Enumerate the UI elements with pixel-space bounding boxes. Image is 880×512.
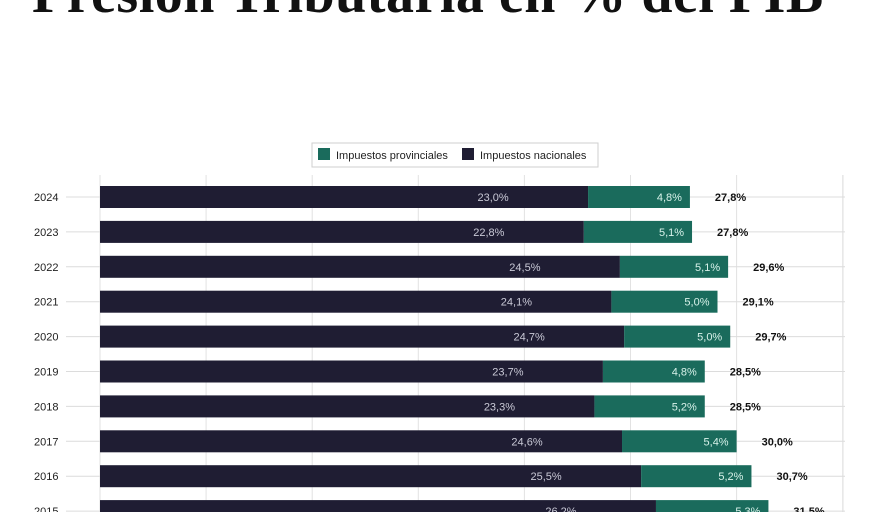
bar-impuestos-provinciales — [588, 186, 690, 208]
y-tick-label: 2022 — [34, 262, 58, 274]
data-label-provinciales: 5,4% — [704, 436, 729, 448]
bar-row: 2020 24,7% 5,0% 29,7% — [34, 325, 845, 348]
data-label-total: 27,8% — [715, 192, 746, 204]
data-label-provinciales: 5,3% — [735, 506, 760, 512]
y-tick-label: 2019 — [34, 367, 58, 379]
data-label-nacionales: 25,5% — [531, 471, 562, 483]
bar-impuestos-nacionales — [100, 255, 620, 278]
y-tick-label: 2015 — [34, 506, 58, 512]
y-tick-label: 2020 — [34, 332, 58, 344]
bar-impuestos-provinciales — [594, 395, 705, 418]
bar-impuestos-nacionales — [100, 325, 625, 348]
bar-impuestos-nacionales — [100, 290, 612, 313]
data-label-provinciales: 5,1% — [695, 262, 720, 274]
data-label-total: 30,7% — [776, 471, 807, 483]
page-title: Presión Tributaria en % del PIB — [32, 0, 872, 26]
bar-impuestos-provinciales — [655, 500, 769, 512]
bar-impuestos-provinciales — [624, 325, 731, 348]
bar-row: 2019 23,7% 4,8% 28,5% — [34, 360, 845, 383]
data-label-nacionales: 22,8% — [473, 227, 504, 239]
data-label-nacionales: 24,7% — [514, 332, 545, 344]
bar-impuestos-provinciales — [622, 430, 737, 453]
data-label-nacionales: 23,3% — [484, 401, 515, 413]
data-label-provinciales: 5,1% — [659, 227, 684, 239]
y-tick-label: 2021 — [34, 297, 58, 309]
data-label-provinciales: 4,8% — [672, 367, 697, 379]
data-label-provinciales: 4,8% — [657, 192, 682, 204]
bar-row: 2018 23,3% 5,2% 28,5% — [34, 395, 845, 418]
legend-swatch-provinciales — [318, 148, 330, 160]
bar-row: 2022 24,5% 5,1% 29,6% — [34, 255, 845, 278]
bar-impuestos-nacionales — [100, 500, 656, 512]
data-label-nacionales: 24,6% — [511, 436, 542, 448]
bar-row: 2016 25,5% 5,2% 30,7% — [34, 465, 845, 488]
data-label-total: 31,5% — [793, 506, 824, 512]
data-label-provinciales: 5,0% — [697, 332, 722, 344]
data-label-total: 27,8% — [717, 227, 748, 239]
legend-label-nacionales: Impuestos nacionales — [480, 150, 587, 162]
legend-box — [311, 142, 599, 168]
bar-impuestos-provinciales — [583, 220, 693, 243]
data-label-nacionales: 23,0% — [477, 192, 508, 204]
bar-impuestos-provinciales — [602, 360, 705, 383]
data-label-nacionales: 23,7% — [492, 367, 523, 379]
y-tick-label: 2024 — [34, 192, 58, 204]
bar-row: 2015 26,2% 5,3% 31,5% — [34, 500, 845, 512]
bar-row: 2021 24,1% 5,0% 29,1% — [34, 290, 845, 313]
bar-impuestos-nacionales — [100, 360, 603, 383]
data-label-provinciales: 5,2% — [672, 401, 697, 413]
chart-legend: Impuestos provinciales Impuestos naciona… — [311, 142, 599, 168]
y-tick-label: 2018 — [34, 401, 58, 413]
data-label-total: 28,5% — [730, 367, 761, 379]
bar-impuestos-nacionales — [100, 220, 584, 243]
bar-impuestos-nacionales — [100, 430, 623, 453]
bar-impuestos-provinciales — [619, 255, 729, 278]
legend-swatch-nacionales — [462, 148, 474, 160]
data-label-provinciales: 5,0% — [684, 297, 709, 309]
data-label-total: 28,5% — [730, 401, 761, 413]
data-label-provinciales: 5,2% — [718, 471, 743, 483]
y-tick-label: 2023 — [34, 227, 58, 239]
bar-impuestos-nacionales — [100, 395, 595, 418]
data-label-total: 30,0% — [762, 436, 793, 448]
bar-row: 2023 22,8% 5,1% 27,8% — [34, 220, 845, 243]
bar-impuestos-nacionales — [100, 465, 642, 488]
data-label-nacionales: 24,5% — [509, 262, 540, 274]
bar-impuestos-provinciales — [611, 290, 718, 313]
bar-row: 2024 23,0% 4,8% 27,8% — [34, 186, 845, 208]
bar-row: 2017 24,6% 5,4% 30,0% — [34, 430, 845, 453]
data-label-nacionales: 26,2% — [545, 506, 576, 512]
bar-impuestos-nacionales — [100, 186, 589, 208]
bar-impuestos-provinciales — [641, 465, 752, 488]
data-label-total: 29,7% — [755, 332, 786, 344]
data-label-total: 29,1% — [743, 297, 774, 309]
data-label-nacionales: 24,1% — [501, 297, 532, 309]
y-tick-label: 2016 — [34, 471, 58, 483]
y-tick-label: 2017 — [34, 436, 58, 448]
chart-bars: 2024 23,0% 4,8% 27,8% 2023 22,8% 5,1% 27,8% 2022… — [34, 186, 845, 512]
data-label-total: 29,6% — [753, 262, 784, 274]
legend-label-provinciales: Impuestos provinciales — [336, 150, 448, 162]
